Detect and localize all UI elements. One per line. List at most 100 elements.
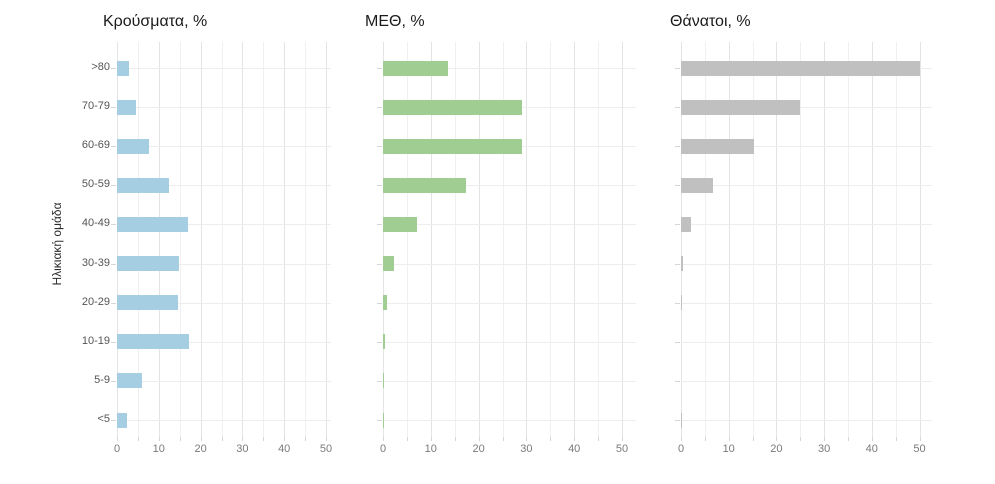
gridline-vertical bbox=[305, 42, 307, 439]
gridline-horizontal bbox=[681, 185, 932, 187]
gridline-horizontal bbox=[117, 107, 332, 109]
bar bbox=[681, 216, 692, 232]
y-tick-label: 5-9 bbox=[94, 373, 110, 386]
panel-title: Κρούσματα, % bbox=[103, 13, 208, 30]
y-axis-tick bbox=[110, 68, 116, 69]
x-axis-tick bbox=[871, 437, 873, 441]
x-axis-tick bbox=[263, 437, 265, 441]
y-tick-label: <5 bbox=[97, 413, 110, 425]
gridline-vertical bbox=[406, 42, 408, 439]
gridline-horizontal bbox=[383, 263, 636, 265]
bar bbox=[383, 412, 385, 428]
gridline-vertical bbox=[919, 42, 921, 439]
gridline-vertical bbox=[871, 42, 873, 439]
y-axis-tick bbox=[674, 341, 680, 343]
bar bbox=[681, 177, 713, 193]
gridline-horizontal bbox=[383, 302, 636, 304]
y-axis-tick bbox=[110, 224, 116, 226]
bar bbox=[383, 138, 523, 154]
gridline-horizontal bbox=[117, 68, 332, 69]
y-axis-tick bbox=[376, 263, 382, 265]
gridline-vertical bbox=[284, 42, 286, 439]
gridline-vertical bbox=[502, 42, 504, 439]
y-tick-label: 70-79 bbox=[81, 100, 110, 113]
bar bbox=[383, 334, 385, 350]
x-axis-tick bbox=[502, 437, 504, 441]
gridline-vertical bbox=[526, 42, 528, 439]
bar bbox=[383, 295, 388, 311]
x-axis-tick bbox=[430, 437, 432, 441]
x-axis-tick bbox=[728, 437, 730, 441]
x-axis-tick bbox=[895, 437, 897, 441]
x-axis-tick bbox=[284, 437, 286, 441]
x-axis-tick bbox=[704, 437, 706, 441]
y-axis-tick bbox=[376, 224, 382, 226]
bar bbox=[681, 60, 920, 76]
x-axis-tick bbox=[242, 437, 244, 441]
y-axis-tick bbox=[674, 420, 680, 421]
y-axis-title: Ηλικιακή ομάδα bbox=[50, 202, 64, 286]
x-axis-tick bbox=[179, 437, 181, 441]
x-axis-tick bbox=[137, 437, 139, 441]
y-axis-tick bbox=[674, 302, 680, 304]
y-axis-tick bbox=[674, 107, 680, 109]
panel-title: ΜΕΘ, % bbox=[365, 13, 425, 30]
gridline-horizontal bbox=[383, 420, 636, 421]
x-tick-label: 0 bbox=[677, 443, 685, 455]
y-axis-tick bbox=[674, 68, 680, 69]
x-tick-label: 40 bbox=[568, 443, 581, 455]
gridline-horizontal bbox=[117, 224, 332, 226]
x-axis-tick bbox=[158, 437, 160, 441]
bar bbox=[681, 295, 682, 311]
y-axis-tick bbox=[110, 107, 116, 109]
x-axis-tick bbox=[383, 437, 384, 441]
y-axis-tick bbox=[376, 107, 382, 109]
y-axis-tick bbox=[674, 146, 680, 148]
x-tick-label: 20 bbox=[770, 443, 783, 455]
bar bbox=[383, 99, 522, 115]
y-axis-tick bbox=[110, 341, 116, 343]
x-axis-tick bbox=[824, 437, 826, 441]
x-axis-tick bbox=[847, 437, 849, 441]
x-tick-label: 40 bbox=[865, 443, 878, 455]
x-tick-label: 20 bbox=[194, 443, 207, 455]
gridline-vertical bbox=[221, 42, 223, 439]
y-axis-tick bbox=[376, 380, 382, 382]
gridline-vertical bbox=[550, 42, 552, 439]
y-axis-tick bbox=[674, 224, 680, 226]
y-axis-tick bbox=[376, 341, 382, 343]
gridline-horizontal bbox=[117, 302, 332, 304]
x-axis-tick bbox=[622, 437, 623, 441]
bar bbox=[117, 295, 178, 311]
gridline-vertical bbox=[598, 42, 600, 439]
bar bbox=[117, 60, 129, 76]
gridline-vertical bbox=[681, 42, 682, 439]
y-axis-tick bbox=[674, 185, 680, 187]
x-tick-label: 20 bbox=[472, 443, 485, 455]
y-axis-tick bbox=[110, 146, 116, 148]
gridline-vertical bbox=[800, 42, 802, 439]
x-axis-tick bbox=[406, 437, 408, 441]
x-tick-label: 50 bbox=[615, 443, 629, 455]
gridline-horizontal bbox=[681, 380, 932, 382]
y-axis-tick bbox=[376, 185, 382, 187]
y-axis-tick bbox=[110, 420, 116, 421]
bar bbox=[117, 412, 127, 428]
x-tick-label: 10 bbox=[424, 443, 437, 455]
bar bbox=[681, 256, 683, 272]
bar bbox=[383, 60, 448, 76]
x-tick-label: 40 bbox=[278, 443, 291, 455]
gridline-vertical bbox=[263, 42, 265, 439]
x-tick-label: 50 bbox=[319, 443, 333, 455]
bar bbox=[383, 177, 467, 193]
x-axis-tick bbox=[117, 437, 118, 441]
gridline-horizontal bbox=[117, 185, 332, 187]
x-axis-tick bbox=[454, 437, 456, 441]
x-tick-label: 30 bbox=[236, 443, 249, 455]
y-axis-tick bbox=[376, 302, 382, 304]
x-axis-tick bbox=[526, 437, 528, 441]
gridline-vertical bbox=[383, 42, 384, 439]
bar bbox=[117, 373, 143, 389]
gridline-vertical bbox=[179, 42, 181, 439]
